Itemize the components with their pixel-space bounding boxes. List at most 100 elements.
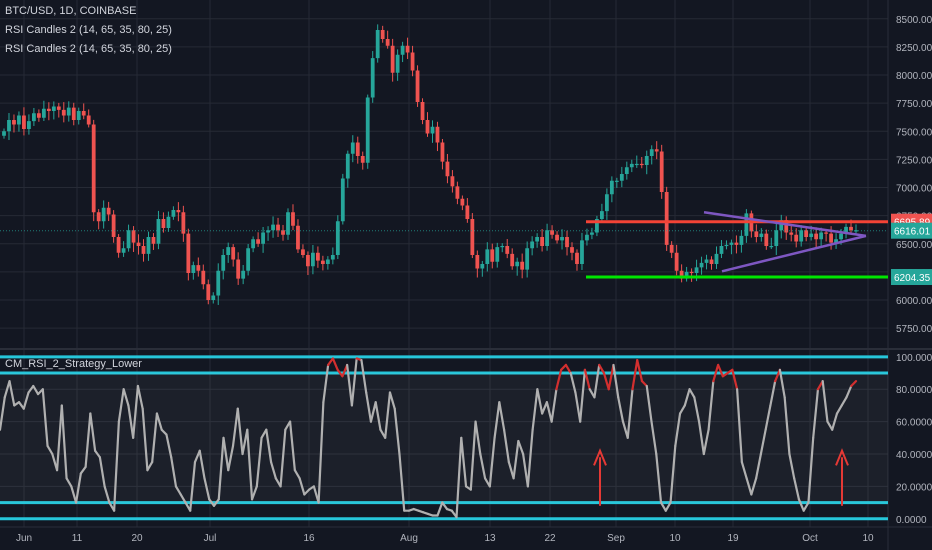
candle xyxy=(355,142,360,156)
candle xyxy=(704,259,709,263)
rsi-segment xyxy=(545,401,553,423)
candle xyxy=(375,30,380,59)
up-arrow-icon xyxy=(593,448,607,466)
candle xyxy=(500,246,505,248)
candle xyxy=(425,120,430,134)
candle xyxy=(236,259,241,279)
candle xyxy=(779,220,784,231)
rsi-segment xyxy=(84,412,92,469)
rsi-segment xyxy=(179,493,187,504)
rsi-segment xyxy=(398,452,406,512)
candle xyxy=(485,249,490,264)
rsi-segment xyxy=(65,477,73,488)
candle xyxy=(839,233,843,240)
candle xyxy=(71,107,76,120)
candle xyxy=(515,261,520,267)
candle xyxy=(136,242,141,246)
candle xyxy=(256,239,261,244)
rsi-segment xyxy=(350,357,358,407)
rsi-segment xyxy=(217,436,225,501)
candle xyxy=(31,113,36,122)
candle xyxy=(330,255,335,260)
candle xyxy=(465,205,470,219)
rsi-segment xyxy=(850,380,858,388)
candle xyxy=(17,115,21,125)
rsi-segment xyxy=(160,428,168,436)
up-arrow-icon xyxy=(835,448,849,466)
candle xyxy=(679,270,684,279)
rsi-segment xyxy=(55,404,63,472)
rsi-segment xyxy=(170,456,178,488)
rsi-segment xyxy=(774,368,782,383)
rsi-segment xyxy=(502,428,510,464)
candle xyxy=(171,210,176,217)
rsi-segment xyxy=(531,388,539,431)
rsi-segment xyxy=(279,428,287,488)
candle xyxy=(669,244,674,253)
candle xyxy=(116,237,121,253)
candle xyxy=(629,163,634,168)
candle xyxy=(231,247,236,260)
rsi-segment xyxy=(716,363,724,378)
rsi-segment xyxy=(322,363,330,404)
candle xyxy=(345,153,350,179)
rsi-segment xyxy=(0,396,6,431)
rsi-segment xyxy=(812,388,820,439)
time-tick-label: 11 xyxy=(72,533,83,544)
symbol-legend: BTC/USD, 1D, COINBASE xyxy=(5,5,137,17)
rsi-segment xyxy=(365,391,373,423)
rsi-segment xyxy=(517,439,525,456)
rsi-segment xyxy=(98,456,106,488)
rsi-segment xyxy=(783,396,791,456)
candle xyxy=(315,252,320,261)
candle xyxy=(739,235,744,245)
rsi-segment xyxy=(493,401,501,439)
candle xyxy=(649,149,654,156)
rsi-segment xyxy=(3,380,11,399)
rsi-segment xyxy=(70,485,78,504)
candle xyxy=(624,167,629,174)
rsi-segment xyxy=(793,477,801,501)
rsi-segment xyxy=(488,436,496,488)
rsi-segment xyxy=(550,388,558,423)
candle xyxy=(829,233,833,243)
candle xyxy=(834,239,838,243)
time-tick-label: 19 xyxy=(727,533,739,544)
candle xyxy=(555,234,559,241)
rsi-segment xyxy=(474,420,482,456)
rsi-tick-label: 20.0000 xyxy=(896,482,932,493)
rsi-segment xyxy=(265,428,273,464)
candle xyxy=(81,111,86,116)
rsi-segment xyxy=(683,388,691,407)
time-tick-label: Sep xyxy=(607,533,625,544)
price-label: 6616.01 xyxy=(894,227,931,238)
rsi-segment xyxy=(640,380,648,388)
candle xyxy=(804,230,809,237)
price-tick-label: 7750.00 xyxy=(896,99,932,110)
candle xyxy=(799,230,804,242)
rsi-segment xyxy=(103,485,111,504)
price-tick-label: 8000.00 xyxy=(896,71,932,82)
candle xyxy=(266,230,270,233)
candle xyxy=(201,270,206,285)
rsi-segment xyxy=(655,452,663,504)
time-tick-label: Jul xyxy=(204,533,217,544)
rsi-segment xyxy=(441,501,449,511)
candle xyxy=(370,58,375,98)
candle xyxy=(96,212,101,222)
candle xyxy=(470,219,475,255)
rsi-tick-label: 40.0000 xyxy=(896,450,932,461)
rsi-segment xyxy=(697,420,705,456)
rsi-segment xyxy=(60,404,68,480)
rsi-segment xyxy=(227,444,235,472)
candle xyxy=(176,210,181,213)
candle xyxy=(819,232,824,240)
rsi-segment xyxy=(436,501,444,517)
candle xyxy=(480,264,485,269)
rsi-segment xyxy=(189,460,197,512)
candle xyxy=(689,271,694,274)
rsi-segment xyxy=(460,436,468,488)
rsi-segment xyxy=(555,368,563,391)
candle xyxy=(395,54,400,73)
